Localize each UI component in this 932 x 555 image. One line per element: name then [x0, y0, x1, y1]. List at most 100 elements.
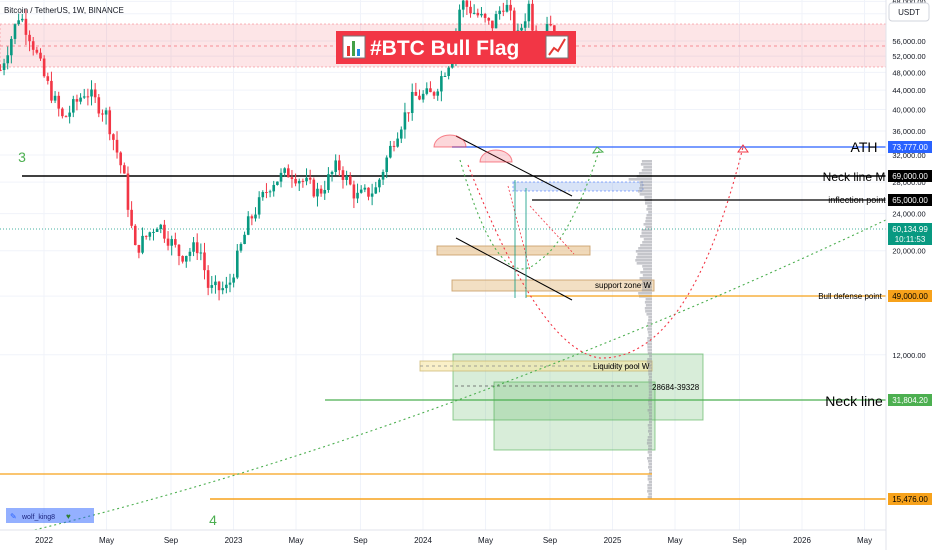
flag-upper-line — [455, 135, 573, 197]
candle-body — [163, 224, 166, 239]
label-neck-line-m: Neck line M — [823, 170, 886, 184]
candle-body — [531, 3, 534, 31]
volume-profile-bar — [648, 493, 652, 496]
author-watermark[interactable]: ✎ wolf_king8 ♥ — [6, 508, 94, 523]
candle-body — [305, 177, 308, 182]
symbol-title: Bitcoin / TetherUS, 1W, BINANCE — [4, 6, 124, 15]
currency-button-label[interactable]: USDT — [898, 8, 920, 17]
volume-profile-bar — [647, 346, 652, 349]
red-projection-arrowhead — [737, 144, 749, 153]
label-neck-line: Neck line — [825, 393, 883, 409]
candle-body — [327, 174, 330, 190]
candle-body — [243, 234, 246, 244]
candle-body — [188, 251, 192, 256]
volume-profile-bar — [648, 385, 652, 388]
volume-profile-bar — [647, 460, 652, 463]
time-axis[interactable] — [0, 530, 886, 550]
time-axis-tick: 2023 — [225, 536, 243, 545]
time-axis-tick: Sep — [543, 536, 558, 545]
price-tag-15476: 15,476.00 — [888, 493, 932, 505]
time-axis-tick: Sep — [164, 536, 179, 545]
candle-body — [283, 168, 286, 173]
label-range: 28684-39328 — [652, 383, 700, 392]
volume-profile-bar — [647, 451, 652, 454]
candle-body — [523, 21, 527, 28]
price-axis-tick: 40,000.00 — [892, 106, 925, 115]
candle-body — [174, 239, 177, 245]
candle-body — [61, 108, 64, 117]
volume-profile-bar — [641, 232, 652, 235]
candle-body — [520, 27, 523, 31]
candle-body — [123, 165, 126, 174]
time-axis-tick: 2026 — [793, 536, 811, 545]
label-ath: ATH — [851, 139, 878, 155]
candle-body — [389, 145, 392, 158]
candle-body — [367, 187, 370, 197]
currency-button[interactable]: USDT — [888, 2, 930, 22]
candle-body — [512, 10, 516, 33]
candle-body — [316, 188, 319, 197]
candle-body — [46, 76, 50, 81]
candle-body — [370, 193, 374, 197]
candle-body — [57, 95, 61, 109]
flag-dashed-line-2 — [529, 205, 575, 255]
candle-body — [338, 160, 341, 171]
candle-body — [144, 235, 148, 237]
volume-profile-bar — [647, 352, 652, 355]
volume-profile-bar — [645, 226, 652, 229]
volume-profile-bar — [648, 403, 652, 406]
price-axis[interactable] — [886, 0, 932, 550]
time-axis-tick: Sep — [353, 536, 368, 545]
candle-body — [97, 97, 101, 114]
author-name: wolf_king8 — [21, 514, 55, 521]
candle-body — [75, 99, 79, 102]
volume-profile-bar — [647, 325, 652, 328]
volume-profile-bar — [640, 163, 652, 166]
candle-body — [206, 270, 210, 288]
candle-body — [235, 250, 239, 278]
volume-profile-bar — [647, 358, 652, 361]
candle-body — [93, 89, 97, 98]
volume-profile-bar — [642, 286, 652, 289]
green-heart-icon: ♥ — [66, 512, 71, 521]
candle-body — [458, 9, 461, 32]
candle-body — [348, 176, 352, 185]
candle-body — [319, 188, 323, 194]
volume-profile-bar — [647, 475, 652, 478]
volume-profile-bar — [648, 382, 652, 385]
volume-profile-bar — [646, 361, 652, 364]
candle-body — [6, 55, 10, 64]
candle-body — [418, 95, 421, 100]
title-banner: #BTC Bull Flag — [336, 31, 576, 64]
candle-body — [53, 95, 57, 101]
volume-profile-bar — [643, 166, 652, 169]
candle-body — [549, 24, 552, 26]
volume-profile-bar — [635, 250, 652, 253]
candle-body — [399, 129, 403, 139]
candle-body — [472, 12, 476, 14]
candle-body — [79, 97, 82, 102]
candle-body — [432, 92, 436, 96]
volume-profile-bar — [641, 160, 652, 163]
svg-text:69,000.00: 69,000.00 — [892, 172, 928, 181]
volume-profile-bar — [647, 457, 652, 460]
candle-body — [421, 93, 425, 100]
volume-profile-bar — [639, 181, 652, 184]
candle-body — [403, 112, 407, 130]
candle-body — [308, 177, 312, 180]
candle-body — [498, 10, 501, 15]
volume-profile-bar — [648, 454, 652, 457]
candle-body — [170, 239, 173, 246]
volume-profile-bar — [649, 415, 652, 418]
volume-profile-bar — [645, 217, 652, 220]
volume-profile-bar — [648, 400, 652, 403]
candle-body — [39, 52, 42, 59]
candle-body — [203, 252, 206, 271]
volume-profile-bar — [643, 223, 652, 226]
volume-profile-bar — [635, 259, 652, 262]
candle-body — [374, 187, 378, 194]
volume-profile-bar — [646, 442, 652, 445]
price-axis-tick: 48,000.00 — [892, 68, 925, 77]
